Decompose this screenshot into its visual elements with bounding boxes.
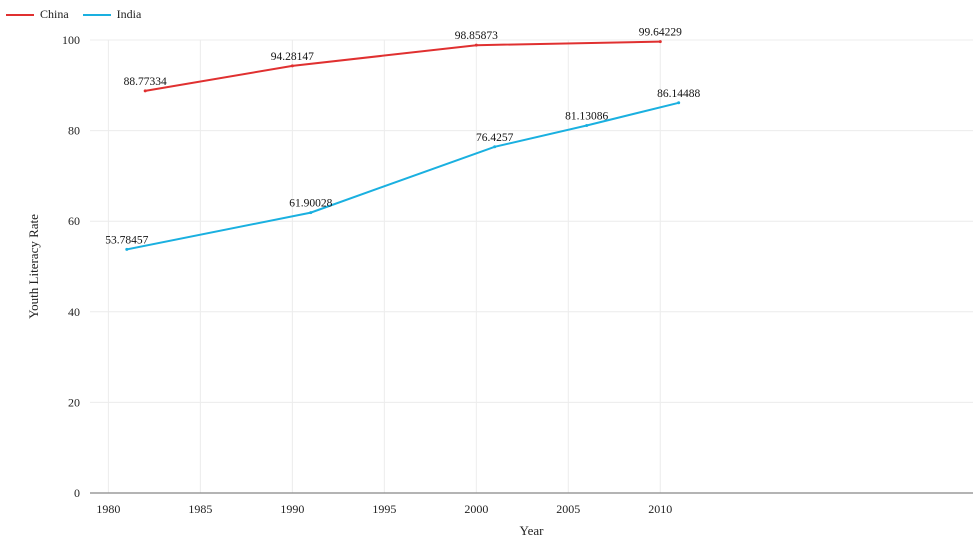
data-label-india: 61.90028 (289, 198, 332, 210)
data-point-india (677, 101, 681, 105)
legend-item-india[interactable]: India (82, 7, 142, 22)
x-tick-label: 1980 (96, 502, 120, 516)
y-tick-label: 0 (74, 486, 80, 500)
data-label-china: 94.28147 (271, 51, 314, 63)
x-tick-label: 1990 (280, 502, 304, 516)
y-axis-title: Youth Literacy Rate (26, 214, 41, 319)
data-point-india (493, 145, 497, 149)
data-label-india: 81.13086 (565, 110, 608, 122)
data-point-india (585, 123, 589, 127)
x-axis-title: Year (520, 523, 545, 537)
x-tick-label: 2005 (556, 502, 580, 516)
data-label-china: 88.77334 (124, 76, 167, 88)
data-label-india: 53.78457 (105, 234, 148, 246)
series-line-india (126, 101, 679, 251)
legend-item-china[interactable]: China (6, 7, 69, 22)
y-tick-label: 100 (62, 33, 80, 47)
y-tick-label: 80 (68, 124, 80, 138)
data-point-china (143, 89, 147, 93)
x-tick-label: 2000 (464, 502, 488, 516)
legend-label-china: China (40, 7, 69, 21)
y-tick-label: 60 (68, 214, 80, 228)
data-label-india: 86.14488 (657, 88, 700, 100)
y-tick-label: 20 (68, 395, 80, 409)
data-point-india (309, 211, 313, 215)
chart-legend: China India (6, 7, 155, 22)
data-point-china (474, 43, 478, 47)
legend-swatch-china (6, 13, 34, 16)
data-label-india: 76.4257 (476, 132, 514, 144)
data-label-china: 99.64229 (639, 27, 682, 39)
x-tick-label: 2010 (648, 502, 672, 516)
y-tick-label: 40 (68, 305, 80, 319)
x-tick-label: 1995 (372, 502, 396, 516)
x-tick-label: 1985 (188, 502, 212, 516)
data-point-india (125, 247, 129, 251)
legend-swatch-india (82, 13, 111, 16)
legend-label-india: India (116, 7, 142, 21)
data-point-china (290, 64, 294, 68)
data-label-china: 98.85873 (455, 30, 498, 42)
data-point-china (658, 40, 662, 44)
series-line-china (145, 40, 661, 92)
